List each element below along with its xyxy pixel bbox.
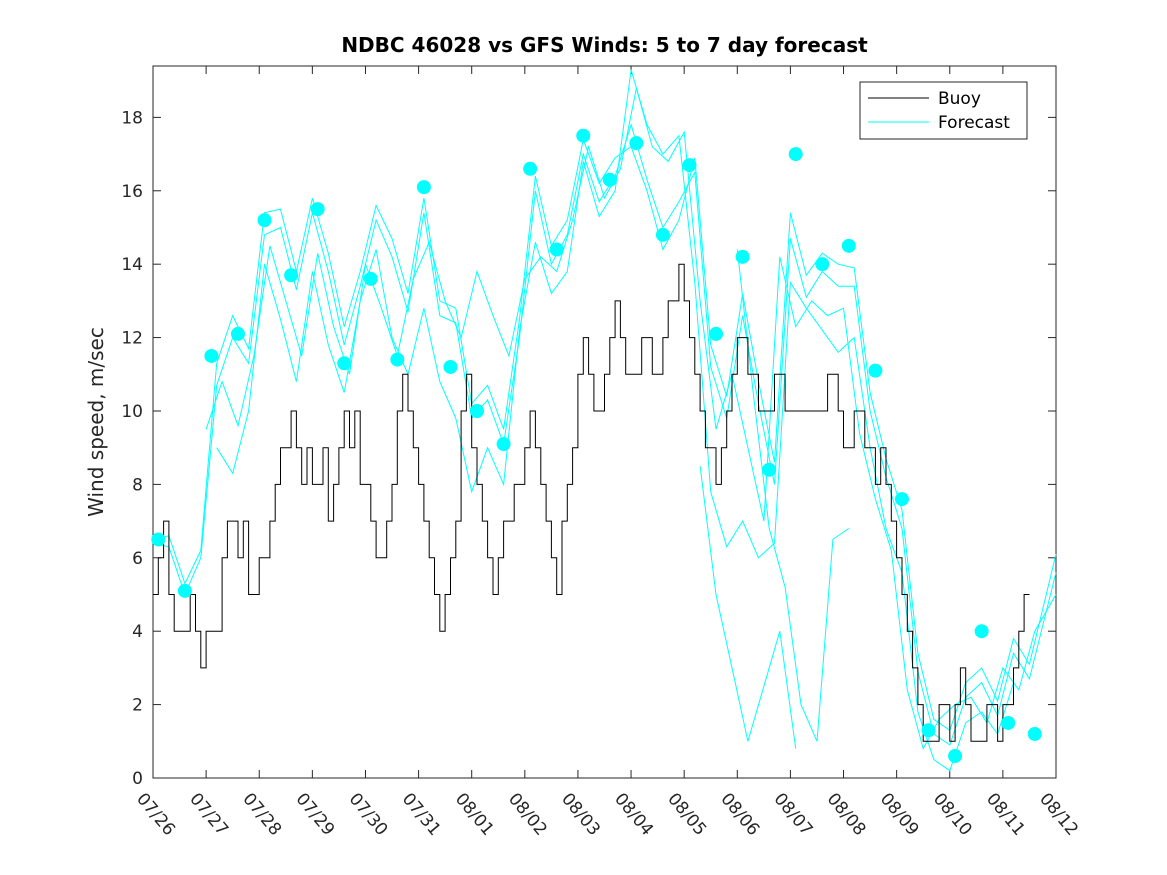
y-tick-label: 10 (121, 402, 143, 422)
buoy-series (153, 263, 1030, 742)
forecast-dot (443, 359, 458, 374)
forecast-line (152, 122, 1057, 746)
forecast-series (152, 69, 1057, 772)
y-tick-label: 0 (132, 769, 143, 789)
forecast-dot (815, 257, 830, 272)
forecast-dot (921, 723, 936, 738)
forecast-dot (177, 583, 192, 598)
forecast-dot (337, 356, 352, 371)
forecast-dot (841, 238, 856, 253)
forecast-dot (894, 492, 909, 507)
legend: Buoy Forecast (859, 81, 1028, 140)
forecast-dot (682, 158, 697, 173)
forecast-dot (151, 532, 166, 547)
forecast-dot (868, 363, 883, 378)
forecast-dot (470, 403, 485, 418)
chart-title: NDBC 46028 vs GFS Winds: 5 to 7 day fore… (341, 33, 868, 57)
y-tick-label: 14 (121, 255, 143, 275)
forecast-dot (390, 352, 405, 367)
forecast-dot (416, 180, 431, 195)
forecast-dot (629, 136, 644, 151)
forecast-line (736, 249, 850, 742)
legend-box (859, 81, 1028, 140)
forecast-dot (948, 748, 963, 763)
forecast-dot (523, 161, 538, 176)
y-tick-label: 18 (121, 108, 143, 128)
forecast-dot (284, 268, 299, 283)
y-tick-label: 12 (121, 329, 143, 349)
forecast-dot (974, 624, 989, 639)
forecast-dot (576, 128, 591, 143)
forecast-dot (204, 348, 219, 363)
y-axis-label: Wind speed, m/sec (84, 327, 108, 517)
y-tick-label: 2 (132, 696, 143, 716)
forecast-dot (230, 326, 245, 341)
forecast-dot (602, 172, 617, 187)
forecast-dot (1027, 726, 1042, 741)
forecast-dot (496, 437, 511, 452)
forecast-dot (549, 242, 564, 257)
forecast-dot (735, 249, 750, 264)
forecast-line (152, 137, 1057, 732)
legend-forecast-label: Forecast (938, 113, 1010, 133)
forecast-dot (762, 462, 777, 477)
forecast-dots (151, 128, 1042, 763)
y-tick-label: 8 (132, 475, 143, 495)
legend-buoy-label: Buoy (938, 89, 981, 109)
y-tick-label: 6 (132, 549, 143, 569)
forecast-dot (310, 202, 325, 217)
forecast-dot (363, 271, 378, 286)
y-tick-label: 16 (121, 182, 143, 202)
y-axis-ticks: 0 2 4 6 8 10 12 14 16 18 (121, 108, 1056, 789)
forecast-dot (655, 227, 670, 242)
plot-area (152, 65, 1057, 779)
forecast-dot (1001, 715, 1016, 730)
y-tick-label: 4 (132, 622, 143, 642)
forecast-line (699, 465, 797, 749)
forecast-dot (257, 213, 272, 228)
forecast-dot (709, 326, 724, 341)
forecast-dot (788, 147, 803, 162)
buoy-line (153, 263, 1030, 742)
